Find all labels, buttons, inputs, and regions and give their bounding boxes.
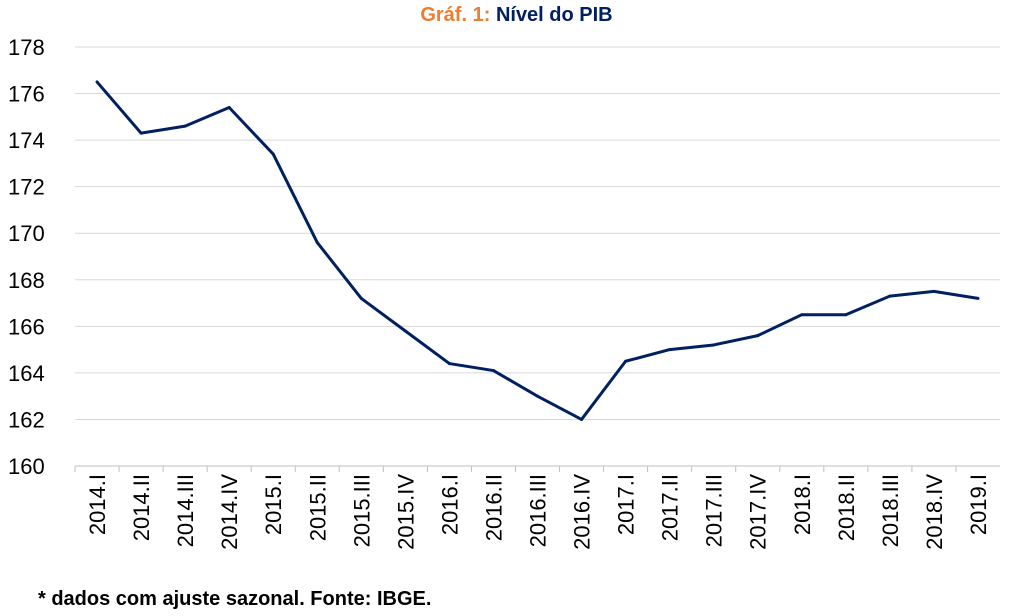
data-point bbox=[403, 329, 407, 333]
x-tick-label: 2014.III bbox=[173, 474, 198, 547]
x-tick-label: 2015.III bbox=[349, 474, 374, 547]
data-point bbox=[95, 80, 99, 84]
y-tick-label: 162 bbox=[8, 407, 45, 432]
data-point bbox=[756, 334, 760, 338]
x-tick-label: 2019.I bbox=[966, 474, 991, 535]
x-tick-label: 2017.IV bbox=[746, 474, 771, 550]
data-point bbox=[844, 313, 848, 317]
chart-title-prefix: Gráf. 1: bbox=[420, 4, 491, 26]
data-point bbox=[668, 348, 672, 352]
data-point bbox=[183, 124, 187, 128]
data-point bbox=[932, 289, 936, 293]
chart-title: Gráf. 1: Nível do PIB bbox=[0, 4, 1033, 27]
x-tick-label: 2016.III bbox=[526, 474, 551, 547]
x-tick-label: 2016.II bbox=[481, 474, 506, 541]
x-tick-label: 2017.II bbox=[658, 474, 683, 541]
series-line bbox=[95, 80, 979, 421]
data-point bbox=[624, 359, 628, 363]
x-tick-label: 2018.II bbox=[834, 474, 859, 541]
y-tick-label: 178 bbox=[8, 35, 45, 60]
data-point bbox=[139, 131, 143, 135]
x-tick-label: 2014.I bbox=[85, 474, 110, 535]
data-point bbox=[536, 394, 539, 398]
x-tick-label: 2018.I bbox=[790, 474, 815, 535]
x-tick-label: 2018.IV bbox=[922, 474, 947, 550]
y-tick-label: 160 bbox=[8, 454, 45, 479]
x-tick-label: 2017.III bbox=[702, 474, 727, 547]
y-tick-label: 176 bbox=[8, 82, 45, 107]
y-tick-label: 168 bbox=[8, 268, 45, 293]
x-tick-label: 2014.IV bbox=[217, 474, 242, 550]
y-tick-label: 172 bbox=[8, 175, 45, 200]
x-tick-label: 2015.I bbox=[261, 474, 286, 535]
source-note: * dados com ajuste sazonal. Fonte: IBGE. bbox=[38, 588, 432, 610]
chart-title-text: Nível do PIB bbox=[495, 4, 613, 26]
y-tick-label: 174 bbox=[8, 128, 45, 153]
data-point bbox=[976, 296, 980, 300]
x-tick-label: 2017.I bbox=[614, 474, 639, 535]
data-point bbox=[227, 106, 231, 110]
data-point bbox=[447, 362, 451, 366]
data-point bbox=[800, 313, 804, 317]
data-point bbox=[580, 417, 584, 421]
y-tick-label: 164 bbox=[8, 361, 45, 386]
x-tick-label: 2016.IV bbox=[570, 474, 595, 550]
y-tick-label: 166 bbox=[8, 314, 45, 339]
x-tick-label: 2015.II bbox=[305, 474, 330, 541]
y-tick-label: 170 bbox=[8, 221, 45, 246]
data-point bbox=[491, 369, 495, 373]
x-tick-label: 2016.I bbox=[437, 474, 462, 535]
data-point bbox=[888, 294, 892, 298]
data-point bbox=[315, 241, 319, 245]
data-point bbox=[712, 343, 716, 347]
data-point bbox=[271, 152, 275, 156]
x-tick-label: 2014.II bbox=[129, 474, 154, 541]
data-point bbox=[359, 296, 363, 300]
x-tick-label: 2018.III bbox=[878, 474, 903, 547]
x-tick-label: 2015.IV bbox=[393, 474, 418, 550]
